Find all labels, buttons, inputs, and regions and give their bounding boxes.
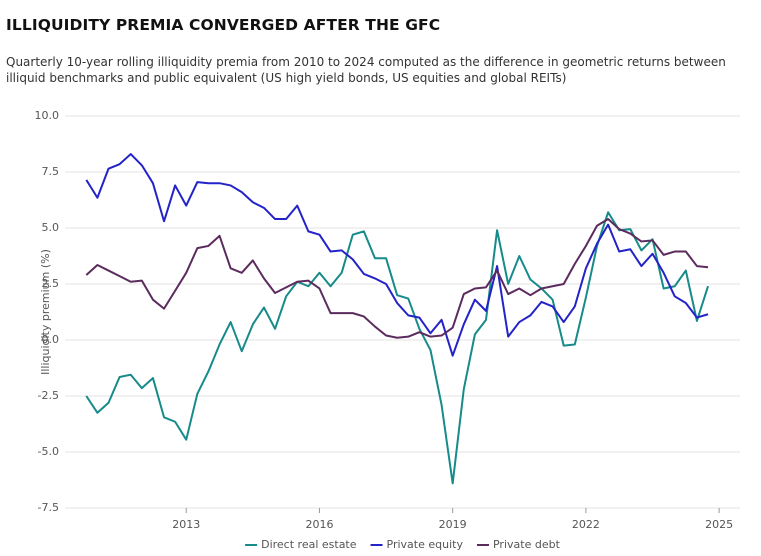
x-tick-label: 2025 [705,518,733,531]
y-tick-label: -2.5 [38,389,59,402]
legend-label: Direct real estate [261,538,357,551]
x-tick-label: 2016 [305,518,333,531]
y-tick-label: 2.5 [42,277,60,290]
chart-title: ILLIQUIDITY PREMIA CONVERGED AFTER THE G… [6,16,441,34]
legend-label: Private equity [387,538,464,551]
y-tick-label: 7.5 [42,165,60,178]
y-tick-label: -7.5 [38,501,59,514]
x-tick-label: 2013 [172,518,200,531]
x-tick-label: 2022 [572,518,600,531]
line-series [85,211,709,485]
chart-subtitle: Quarterly 10-year rolling illiquidity pr… [6,55,726,85]
line-series [85,218,709,339]
y-tick-label: 5.0 [42,221,60,234]
y-tick-label: 10.0 [35,109,60,122]
y-tick-label: 0.0 [42,333,60,346]
line-series [85,153,709,357]
y-tick-label: -5.0 [38,445,59,458]
legend-label: Private debt [493,538,561,551]
y-axis-label: Illiquidity premium (%) [39,249,52,375]
x-tick-label: 2019 [439,518,467,531]
